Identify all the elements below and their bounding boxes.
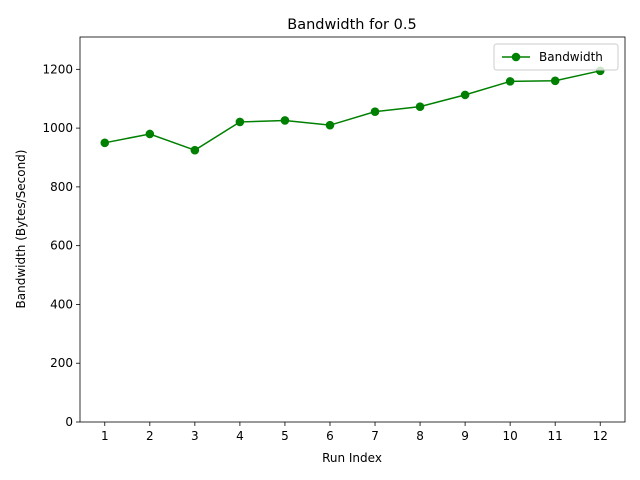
data-point [235,117,245,127]
x-tick-label: 2 [146,429,154,443]
y-tick-label: 200 [50,356,73,370]
plot-area [79,36,626,423]
x-tick-label: 4 [236,429,244,443]
x-tick-label: 3 [191,429,199,443]
data-point [190,145,200,155]
data-point [415,102,425,111]
data-point [370,107,380,116]
y-tick-label: 600 [50,239,73,253]
legend-box [493,43,619,71]
x-tick-label: 6 [326,429,334,443]
y-tick-label: 0 [65,415,73,429]
series-layer [100,66,605,155]
data-point [280,116,290,125]
legend-label: Bandwidth [539,50,603,64]
x-tick-label: 8 [416,429,424,443]
chart-title: Bandwidth for 0.5 [287,17,416,33]
y-axis-label: Bandwidth (Bytes/Second) [14,150,28,309]
y-tick-label: 800 [50,180,73,194]
x-tick-label: 5 [281,429,289,443]
data-point [325,120,335,130]
x-axis-label: Run Index [322,451,382,465]
x-axis: 1 2 3 4 5 6 7 8 9 10 11 12 [101,422,608,443]
data-point [505,77,515,86]
y-axis: 0 200 400 600 800 1000 1200 [42,62,80,429]
data-point [100,138,110,148]
x-tick-label: 7 [371,429,379,443]
x-tick-label: 10 [503,429,518,443]
x-tick-label: 11 [548,429,563,443]
legend: Bandwidth [493,43,619,71]
plot-frame [79,36,626,423]
x-tick-label: 12 [593,429,608,443]
y-tick-label: 1000 [42,121,73,135]
series-line [104,70,601,151]
x-tick-label: 1 [101,429,109,443]
y-tick-label: 400 [50,297,73,311]
data-point [460,90,470,100]
data-point [550,76,560,86]
x-tick-label: 9 [461,429,469,443]
data-point [145,129,155,139]
y-tick-label: 1200 [42,62,73,76]
legend-marker [511,52,521,62]
